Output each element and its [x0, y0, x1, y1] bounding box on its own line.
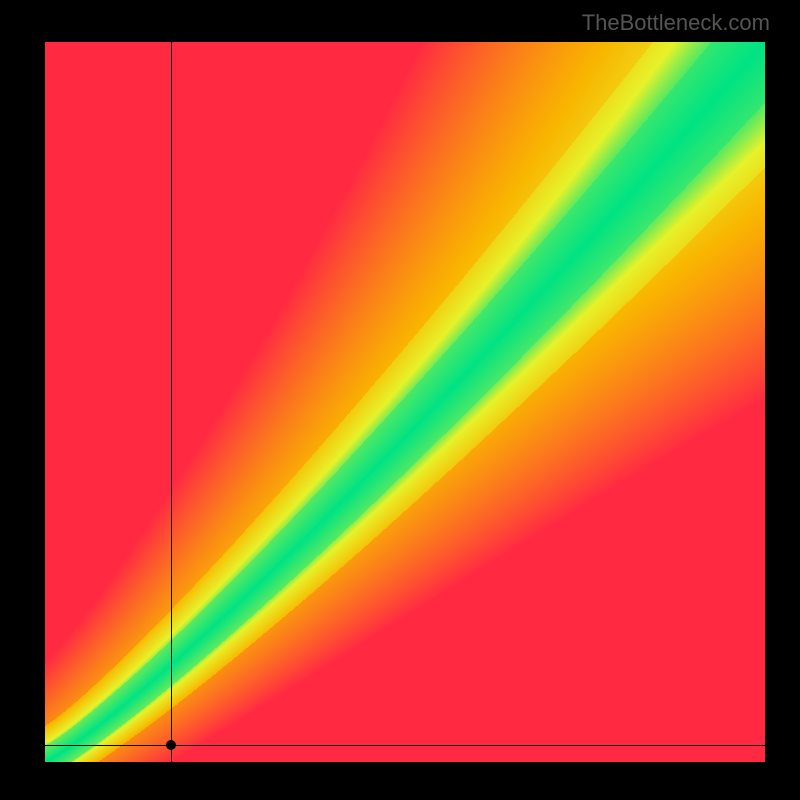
crosshair-horizontal — [45, 745, 765, 746]
heatmap-plot — [45, 42, 765, 762]
crosshair-vertical — [171, 42, 172, 762]
heatmap-canvas — [45, 42, 765, 762]
chart-container: TheBottleneck.com — [0, 0, 800, 800]
watermark-text: TheBottleneck.com — [582, 10, 770, 36]
crosshair-marker — [166, 740, 176, 750]
